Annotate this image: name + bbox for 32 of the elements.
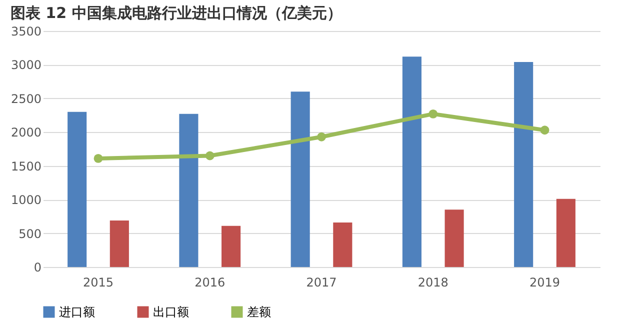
bar: [179, 114, 198, 267]
y-tick-label: 500: [18, 226, 42, 241]
chart-title: 图表 12 中国集成电路行业进出口情况（亿美元）: [10, 4, 342, 22]
y-tick-label: 1000: [10, 193, 42, 208]
point: [94, 154, 103, 163]
bar: [222, 226, 241, 267]
bar: [402, 56, 422, 267]
y-tick-label: 2500: [10, 92, 42, 106]
y-tick-label: 1500: [10, 159, 42, 174]
bar: [110, 220, 129, 267]
y-tick-label: 2000: [10, 126, 42, 140]
point: [540, 126, 550, 135]
x-tick-label: 2016: [194, 276, 226, 290]
y-tick-label: 3500: [10, 24, 42, 38]
y-tick-label: 0: [34, 260, 42, 274]
x-tick-label: 2018: [418, 276, 448, 290]
bar: [444, 210, 464, 267]
point: [317, 132, 326, 142]
bar: [333, 222, 352, 267]
x-tick-label: 2019: [529, 276, 560, 290]
bar: [68, 112, 87, 267]
x-tick-label: 2017: [306, 276, 337, 290]
bar: [514, 62, 534, 267]
bar: [556, 198, 576, 267]
y-tick-label: 3000: [10, 58, 42, 72]
point: [428, 109, 438, 118]
point: [205, 151, 214, 160]
legend-label: 进口额: [59, 305, 95, 319]
legend-label: 差额: [247, 305, 271, 319]
x-tick-label: 2015: [82, 276, 114, 290]
bar: [290, 92, 310, 267]
legend-label: 出口额: [153, 305, 189, 319]
